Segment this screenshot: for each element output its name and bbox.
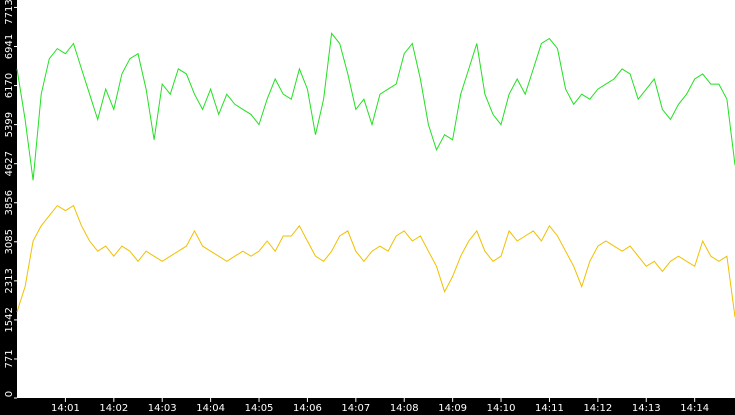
x-tick-label: 14:13 [632,403,661,414]
y-tick-label: 2313 [4,268,15,293]
y-tick-label: 3085 [4,229,15,254]
x-tick-label: 14:05 [245,403,274,414]
x-tick-label: 14:12 [583,403,612,414]
x-tick-label: 14:01 [51,403,80,414]
x-tick-label: 14:06 [293,403,322,414]
x-axis-strip [0,398,735,415]
y-tick-label: 771 [4,349,15,368]
x-tick-label: 14:07 [341,403,370,414]
y-tick-label: 6170 [4,73,15,98]
x-tick-label: 14:03 [148,403,177,414]
y-tick-label: 1542 [4,307,15,332]
x-tick-label: 14:14 [680,403,709,414]
y-tick-label: 3856 [4,190,15,215]
x-tick-label: 14:02 [99,403,128,414]
y-tick-label: 0 [4,391,15,397]
series-line [16,204,735,318]
x-tick-label: 14:08 [390,403,419,414]
x-tick-label: 14:11 [535,403,564,414]
y-tick-label: 5399 [4,112,15,137]
x-tick-label: 14:10 [487,403,516,414]
x-tick-label: 14:09 [438,403,467,414]
y-tick-label: 6941 [4,34,15,59]
y-axis-strip [0,0,17,415]
y-tick-label: 7713 [4,0,15,25]
y-tick-label: 4627 [4,151,15,176]
x-tick-label: 14:04 [196,403,225,414]
series-line [16,32,735,181]
